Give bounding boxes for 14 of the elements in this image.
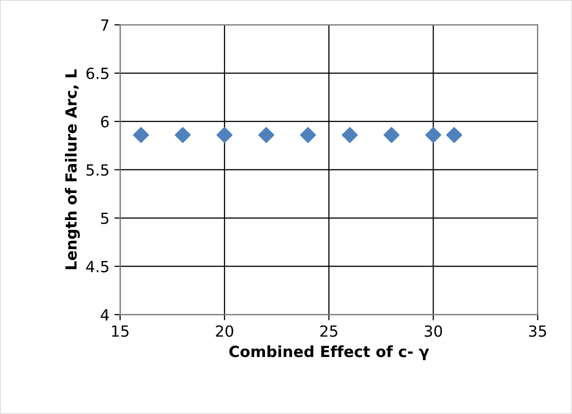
y-axis-title: Length of Failure Arc, L [64,69,80,270]
y-tick-label: 4 [100,309,109,320]
x-tick-label: 30 [424,325,442,337]
y-tick-label: 4.5 [86,261,108,272]
x-tick-label: 15 [112,326,129,337]
x-tick-label: 25 [320,325,338,337]
x-tick-label: 35 [529,325,546,337]
y-tick-label: 6.5 [86,68,108,80]
y-tick-label: 7 [101,20,108,31]
y-tick-label: 6 [101,116,109,128]
y-tick-label: 5 [101,212,108,224]
y-tick-label: 5.5 [86,164,108,176]
x-axis-title: Combined Effect of c- γ [229,345,429,360]
x-tick-label: 20 [216,325,234,337]
